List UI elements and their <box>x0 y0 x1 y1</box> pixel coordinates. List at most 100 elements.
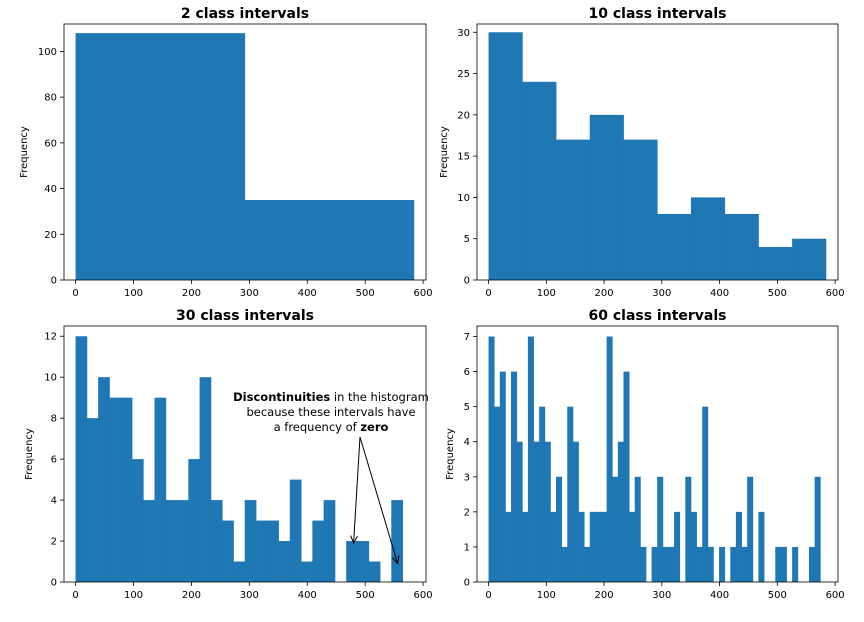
histogram-bar <box>539 406 546 582</box>
histogram-bar <box>188 459 201 582</box>
chart-title: 60 class intervals <box>588 308 726 324</box>
histogram-bar <box>707 546 714 582</box>
y-tick-label: 6 <box>464 367 470 378</box>
histogram-bar <box>533 441 540 582</box>
histogram-bar <box>724 213 759 280</box>
y-tick-label: 0 <box>464 276 470 287</box>
histogram-bar <box>623 371 630 582</box>
histogram-bar <box>685 476 692 582</box>
x-tick-label: 300 <box>652 288 671 299</box>
histogram-bar <box>494 406 501 582</box>
histogram-bar <box>488 336 495 582</box>
histogram-bar <box>301 561 313 582</box>
histogram-bar <box>222 520 234 582</box>
histogram-bar <box>629 511 636 582</box>
histogram-bar <box>567 406 574 582</box>
x-tick-label: 400 <box>298 288 317 299</box>
annotation-line-1-rest: in the histogram <box>330 390 429 404</box>
histogram-bar <box>747 476 754 582</box>
x-tick-label: 200 <box>182 590 201 601</box>
x-tick-label: 300 <box>240 590 259 601</box>
y-axis-label: Frequency <box>24 428 35 480</box>
histogram-bar <box>780 546 787 582</box>
y-axis-label: Frequency <box>445 428 456 480</box>
y-tick-label: 4 <box>51 496 57 507</box>
y-tick-label: 5 <box>464 402 470 413</box>
histogram-bar <box>775 546 782 582</box>
annotation-bold-zero: zero <box>360 420 388 434</box>
annotation-bold-discontinuities: Discontinuities <box>233 390 330 404</box>
histogram-bar <box>522 81 557 280</box>
histogram-bar <box>75 336 88 582</box>
histogram-bar <box>600 511 608 582</box>
histogram-bar <box>809 546 816 582</box>
histogram-bar <box>233 561 246 582</box>
histogram-bar <box>368 561 381 582</box>
annotation-arrow <box>353 436 361 544</box>
y-tick-label: 3 <box>464 472 470 483</box>
histogram-bar <box>623 139 658 280</box>
y-tick-label: 0 <box>51 276 57 287</box>
y-tick-label: 1 <box>464 542 470 553</box>
histogram-bar <box>86 418 99 582</box>
y-tick-label: 25 <box>457 69 470 80</box>
histogram-bar <box>199 377 212 582</box>
x-tick-label: 100 <box>537 288 556 299</box>
histogram-bar <box>154 397 167 582</box>
histogram-bar <box>323 500 336 582</box>
histogram-bar <box>719 546 726 582</box>
histogram-bar <box>668 546 675 582</box>
histogram-bar <box>690 197 726 280</box>
y-tick-label: 12 <box>44 332 57 343</box>
histogram-bar <box>556 139 591 280</box>
y-tick-label: 100 <box>38 47 57 58</box>
histogram-bar <box>505 511 512 582</box>
x-tick-label: 400 <box>710 288 729 299</box>
annotation-arrowhead <box>391 555 400 565</box>
y-tick-label: 15 <box>457 152 470 163</box>
y-tick-label: 10 <box>457 193 470 204</box>
annotation-arrow <box>359 436 399 564</box>
y-tick-label: 60 <box>44 138 57 149</box>
y-tick-label: 0 <box>51 578 57 589</box>
histogram-bar <box>499 371 506 582</box>
x-tick-label: 0 <box>72 288 78 299</box>
histogram-bar <box>278 541 291 582</box>
annotation-arrowhead <box>350 535 358 545</box>
histogram-bar <box>690 511 697 582</box>
histogram-panel-3: 0 100 200 300 400 500 600 0 2 4 6 8 10 12 30 class int… <box>24 308 433 601</box>
histogram-bar <box>165 500 178 582</box>
histogram-panel-1: 0 100 200 300 400 500 600 0 20 40 60 80 100 2 class i… <box>19 6 433 299</box>
histogram-bar <box>289 479 302 582</box>
histogram-bar <box>346 541 358 582</box>
histogram-bar <box>561 546 568 582</box>
histogram-bar <box>674 511 681 582</box>
histogram-bar <box>177 500 189 582</box>
x-tick-label: 500 <box>768 590 787 601</box>
y-tick-label: 20 <box>457 110 470 121</box>
x-tick-label: 0 <box>485 288 491 299</box>
y-tick-label: 2 <box>51 537 57 548</box>
x-tick-label: 600 <box>414 590 433 601</box>
histogram-bar <box>657 476 664 582</box>
histogram-bar <box>657 213 692 280</box>
y-tick-label: 8 <box>51 414 57 425</box>
x-tick-label: 200 <box>182 288 201 299</box>
histogram-bar <box>814 476 821 582</box>
y-tick-label: 80 <box>44 93 57 104</box>
x-tick-label: 400 <box>710 590 729 601</box>
x-tick-label: 200 <box>595 288 614 299</box>
histogram-bar <box>741 546 748 582</box>
y-tick-label: 5 <box>464 234 470 245</box>
histogram-bar <box>75 33 246 280</box>
histogram-bar <box>527 336 534 582</box>
x-tick-label: 300 <box>652 590 671 601</box>
histogram-bar <box>758 511 765 582</box>
chart-title: 2 class intervals <box>181 6 309 22</box>
histogram-bar <box>584 546 591 582</box>
x-tick-label: 300 <box>240 288 259 299</box>
histogram-bar <box>210 500 223 582</box>
histogram-bar <box>244 500 257 582</box>
x-tick-label: 400 <box>298 590 317 601</box>
